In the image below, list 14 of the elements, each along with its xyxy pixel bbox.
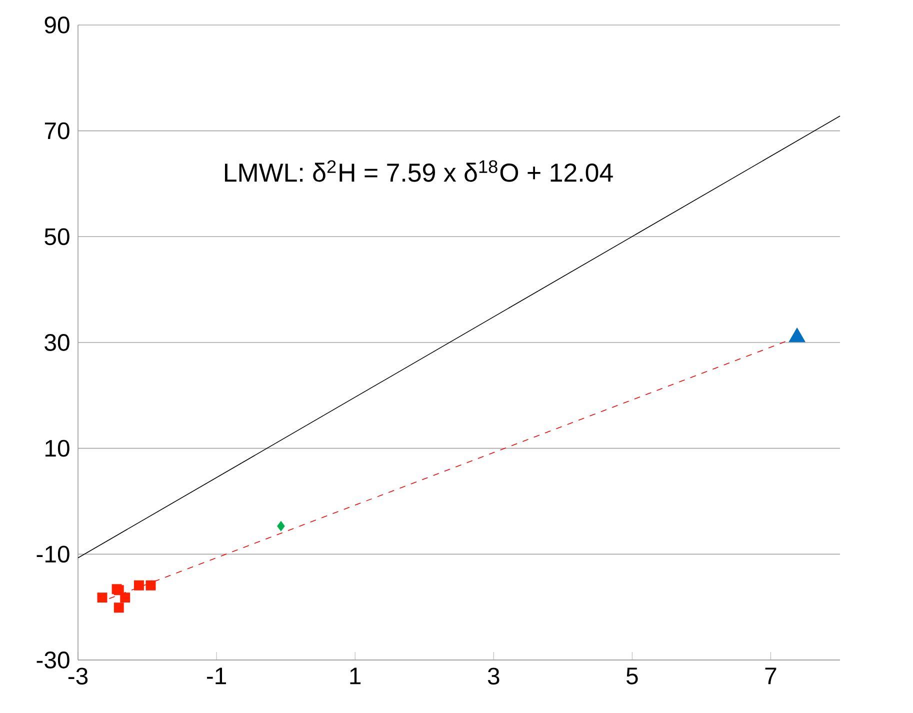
y-tick-label: 70 [44,122,70,140]
x-tick-label: -1 [206,668,226,684]
annotation: LMWL: δ$^{2}$H = 7.59 x δ$^{18}$O + 12.04 [224,160,613,182]
y-tick-label: 90 [44,16,70,34]
x-tick-label: 5 [626,668,638,684]
x-tick-label: 7 [765,668,776,684]
y-tick-label: 50 [44,228,70,246]
y-tick-label: 30 [44,334,70,351]
y-tick-label: -10 [36,546,70,563]
x-tick-label: 1 [350,668,361,684]
x-tick-label: -3 [68,668,88,685]
y-tick-label: -30 [36,652,70,668]
x-tick-label: 3 [488,668,500,685]
y-tick-label: 10 [46,440,70,457]
